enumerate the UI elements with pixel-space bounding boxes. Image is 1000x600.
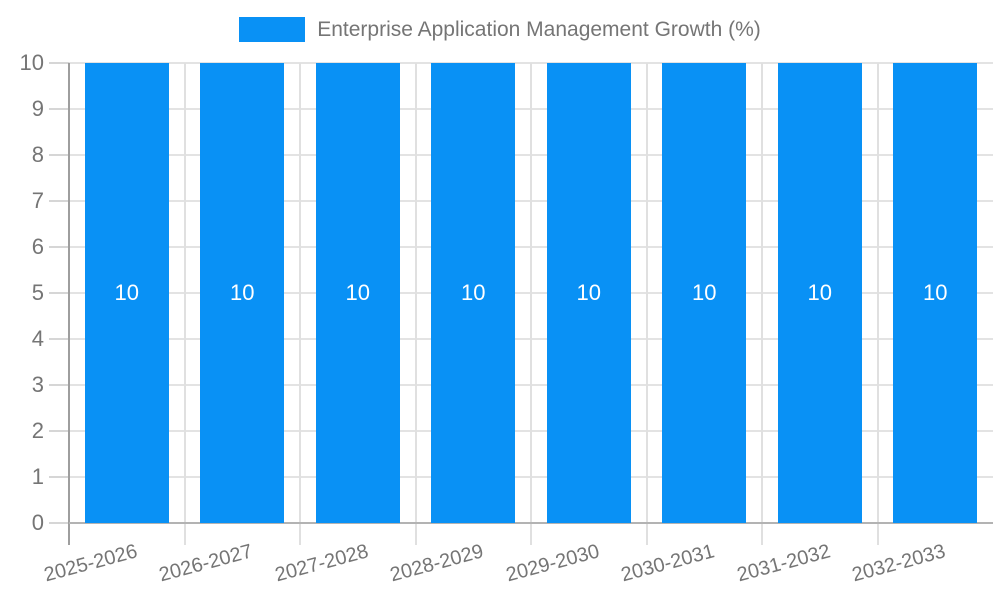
bar[interactable]: 10 [893, 63, 978, 523]
y-axis-label: 3 [31, 372, 44, 397]
y-axis-label: 6 [31, 234, 44, 259]
bar-value-label: 10 [692, 280, 717, 305]
y-tick [49, 522, 69, 524]
legend-label: Enterprise Application Management Growth… [317, 17, 761, 41]
bar-value-label: 10 [923, 280, 948, 305]
gridline-v [414, 63, 417, 545]
x-baseline [69, 522, 993, 524]
y-tick [49, 154, 69, 156]
gridline-v [876, 63, 879, 545]
y-tick [49, 384, 69, 386]
bar[interactable]: 10 [200, 63, 285, 523]
y-axis-label: 1 [31, 464, 44, 489]
y-axis-label: 0 [31, 510, 44, 535]
gridline-v [530, 63, 532, 545]
bar-value-label: 10 [230, 280, 255, 305]
bar-value-label: 10 [461, 280, 486, 305]
gridline-v [645, 63, 648, 545]
gridline-v [299, 63, 301, 545]
bar[interactable]: 10 [546, 63, 631, 523]
y-axis-label: 8 [31, 142, 44, 167]
gridline-v [183, 63, 186, 545]
bar[interactable]: 10 [431, 63, 516, 523]
y-axis-line [68, 63, 70, 545]
bar[interactable]: 10 [315, 63, 400, 523]
y-tick [49, 62, 69, 64]
plot-area: 0 1 2 3 4 5 6 7 8 9 10 10 10 10 10 10 10 10 10 2025-2026 202… [20, 51, 993, 586]
bar-value-label: 10 [576, 280, 601, 305]
bar-value-label: 10 [345, 280, 370, 305]
legend-swatch [239, 17, 306, 42]
y-axis-label: 5 [31, 280, 44, 305]
y-tick [49, 292, 69, 294]
y-axis-label: 9 [31, 96, 44, 121]
legend[interactable]: Enterprise Application Management Growth… [0, 17, 1000, 42]
y-tick [49, 430, 69, 432]
y-axis-label: 7 [31, 188, 44, 213]
y-axis-label: 10 [19, 50, 44, 75]
gridline-v [761, 63, 763, 545]
y-tick [49, 338, 69, 340]
y-axis-label: 2 [31, 418, 44, 443]
bar[interactable]: 10 [84, 63, 169, 523]
bar-value-label: 10 [807, 280, 832, 305]
y-tick [49, 200, 69, 202]
bar[interactable]: 10 [777, 63, 862, 523]
bar[interactable]: 10 [662, 63, 747, 523]
y-tick [49, 476, 69, 478]
bar-value-label: 10 [114, 280, 139, 305]
y-tick [49, 108, 69, 110]
y-axis-label: 4 [31, 326, 44, 351]
y-tick [49, 246, 69, 248]
